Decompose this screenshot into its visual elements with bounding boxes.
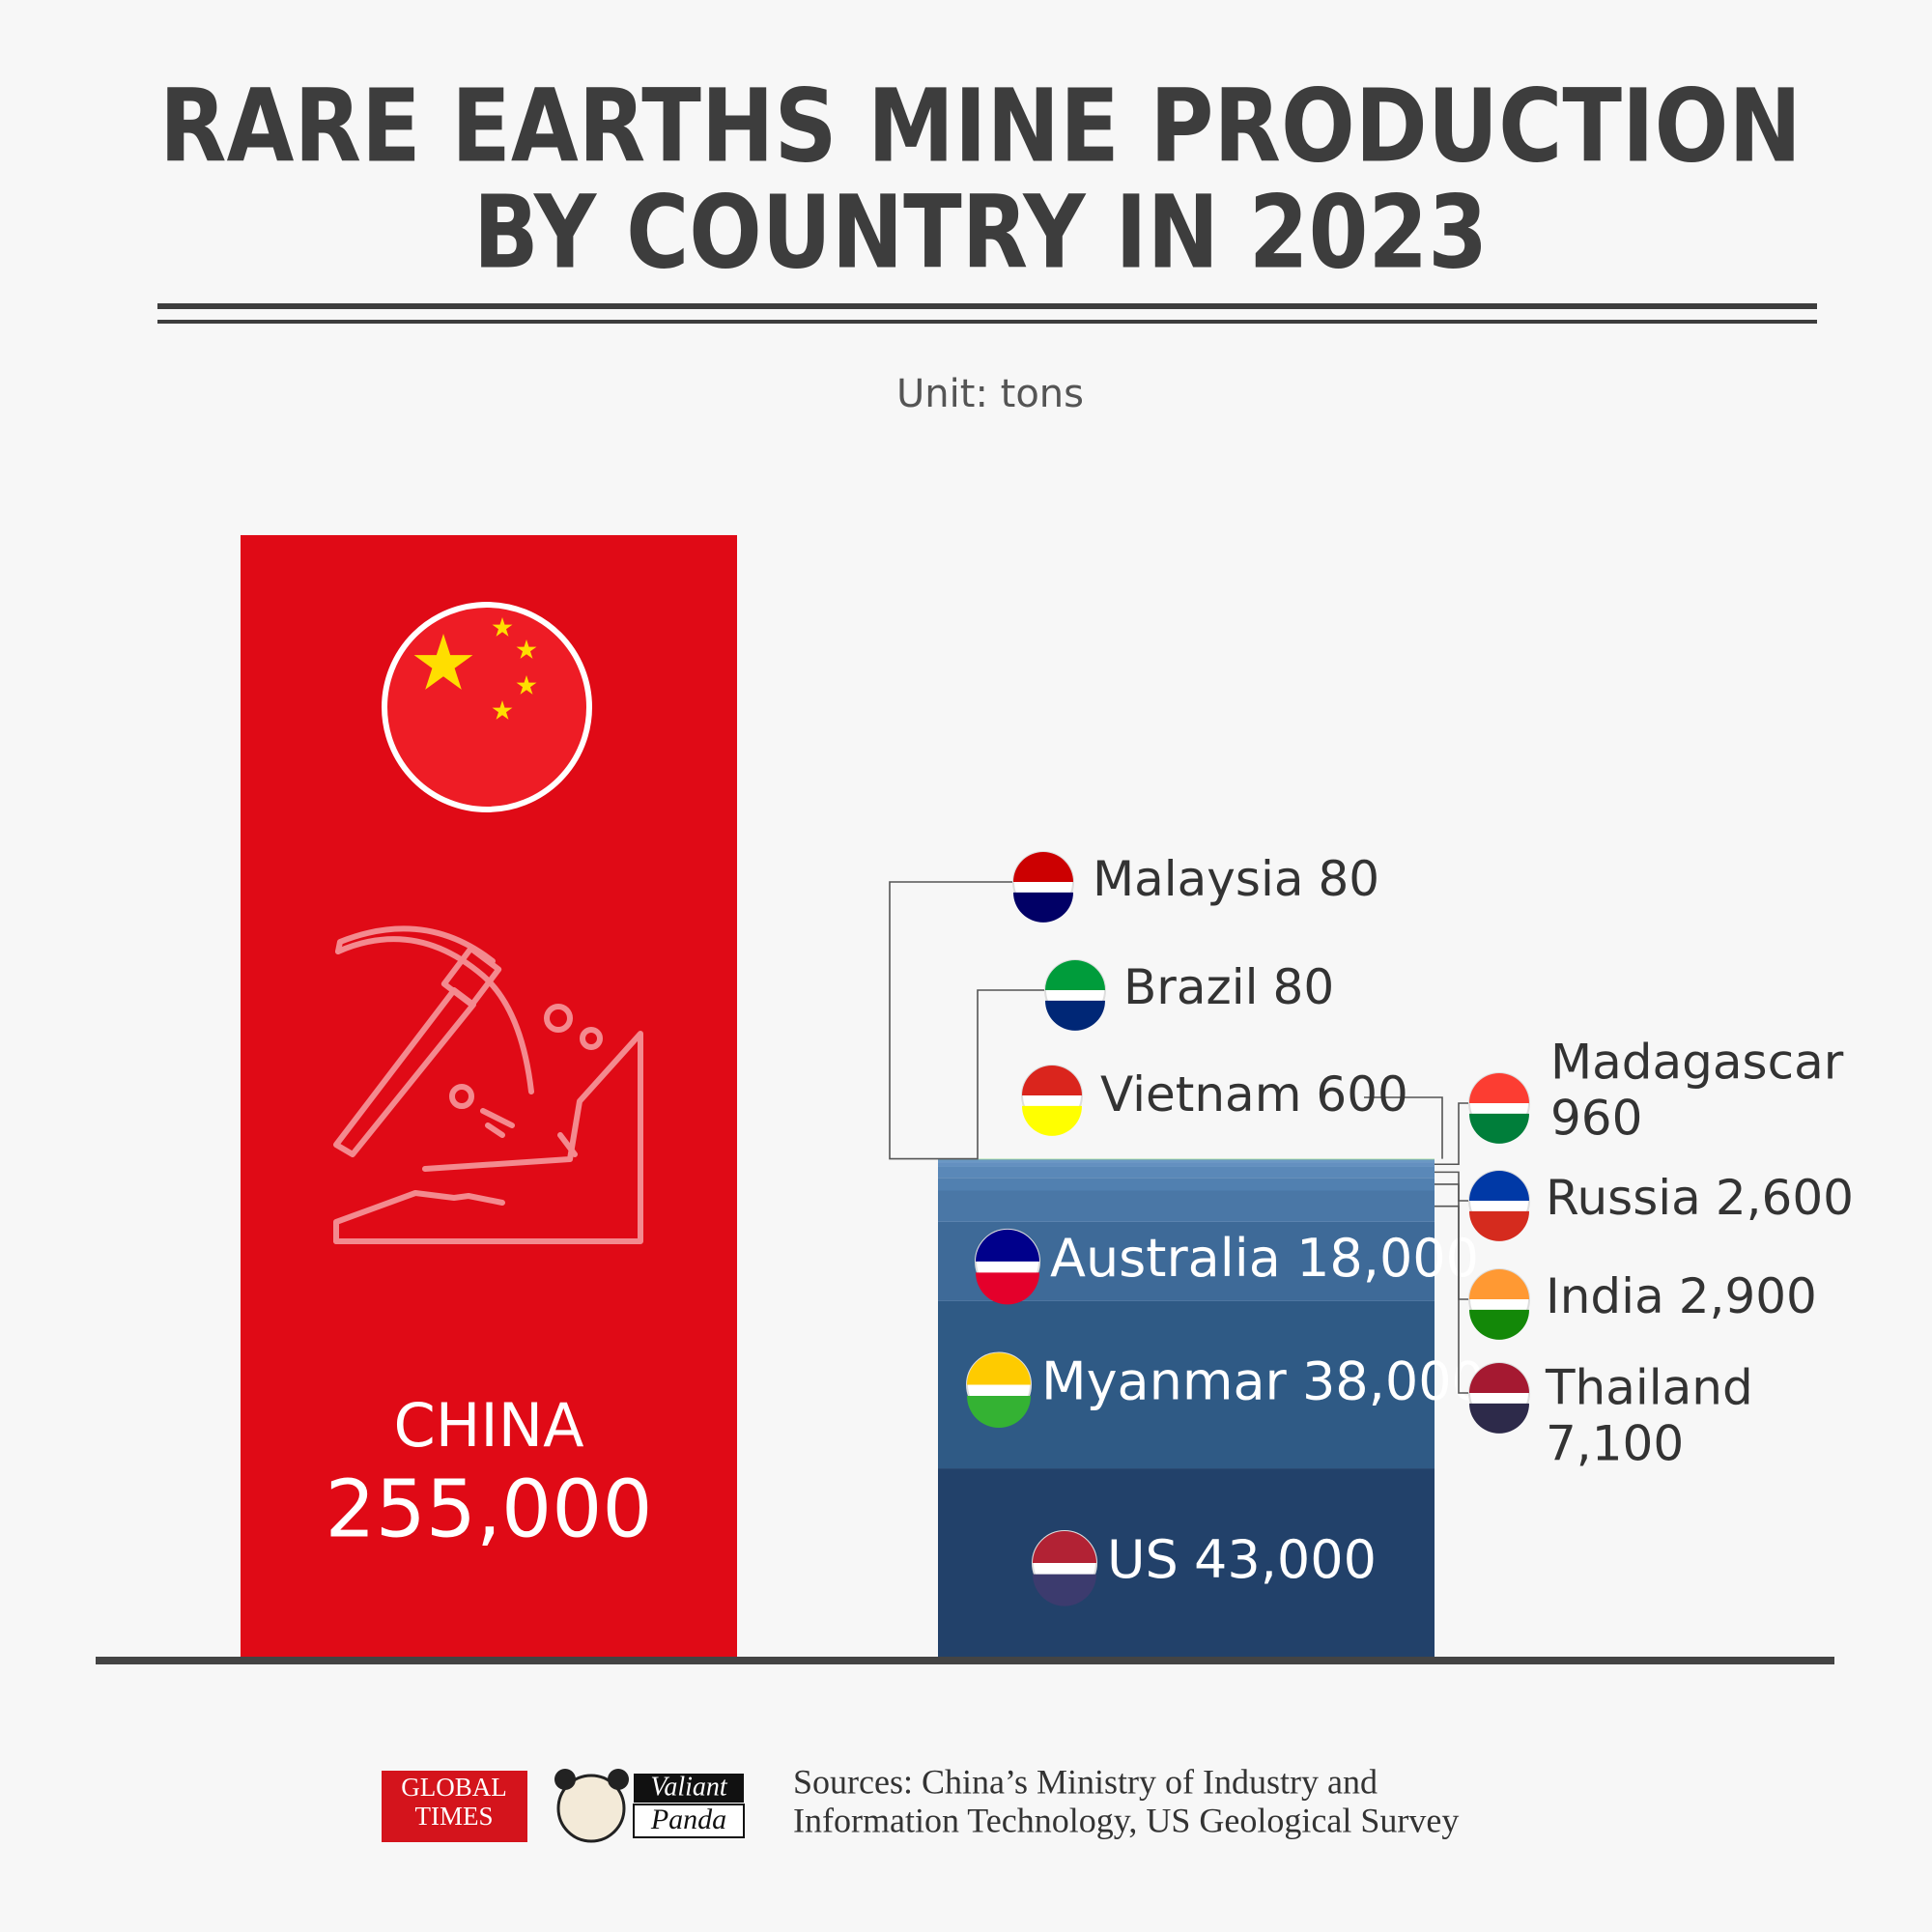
leader-line [889, 881, 1013, 1160]
data-label: Australia 18,000 [1050, 1228, 1479, 1289]
value-label: 43,000 [1194, 1529, 1377, 1590]
flag-part [1013, 892, 1073, 923]
panda-ear [608, 1769, 629, 1790]
data-label: Brazil 80 [1123, 959, 1334, 1015]
chart-title: RARE EARTHS MINE PRODUCTION [159, 67, 1802, 185]
leader-line [1364, 1096, 1443, 1159]
value-label: 2,600 [1716, 1170, 1854, 1226]
flag-part [1045, 1000, 1105, 1031]
data-label: Vietnam 600 [1100, 1066, 1408, 1122]
series-name: US [1107, 1529, 1179, 1590]
baseline [96, 1657, 1834, 1664]
bar-segment [938, 1190, 1435, 1222]
value-label: 38,000 [1302, 1350, 1485, 1411]
flag-part [1469, 1309, 1529, 1340]
flag-part [1469, 1210, 1529, 1241]
title-rule [157, 320, 1817, 324]
leader-line [1435, 1171, 1469, 1202]
value-label: 600 [1316, 1066, 1407, 1122]
icon-part [449, 1084, 474, 1109]
logo-text: Panda [650, 1804, 726, 1835]
flag-part [1022, 1065, 1082, 1095]
logo-text: TIMES [415, 1802, 494, 1831]
flag-part [1022, 1105, 1082, 1136]
icon-part [544, 1004, 573, 1033]
flag-part [1013, 852, 1073, 882]
value-label: 2,900 [1679, 1268, 1817, 1324]
icon-part [580, 1027, 603, 1050]
leader-line [1435, 1183, 1469, 1300]
flag-part [1469, 1171, 1529, 1201]
flag-part [1033, 1531, 1096, 1564]
data-label: Myanmar 38,000 [1041, 1350, 1485, 1411]
flag-part [1469, 1403, 1529, 1434]
chart-title: BY COUNTRY IN 2023 [473, 173, 1488, 291]
icon-part [557, 1132, 578, 1157]
data-label: India 2,900 [1546, 1268, 1817, 1324]
global-times-logo: GLOBAL TIMES [382, 1771, 527, 1842]
subtitle: Unit: tons [896, 372, 1084, 416]
source-text: Sources: China’s Ministry of Industry an… [793, 1762, 1378, 1801]
logo-text: Valiant [650, 1772, 728, 1802]
leader-line [938, 989, 1045, 1160]
series-name: CHINA [394, 1390, 584, 1461]
series-name: Malaysia [1093, 851, 1303, 907]
bar-segment [938, 1162, 1435, 1167]
data-label: Malaysia 80 [1093, 851, 1379, 907]
leader-line [1435, 1102, 1469, 1166]
icon-part [480, 1108, 515, 1138]
bar-segment [938, 1468, 1435, 1658]
data-label: Russia 2,600 [1546, 1170, 1854, 1226]
flag-circle [382, 602, 592, 812]
logo-box [382, 1771, 527, 1842]
flag-part [1469, 1113, 1529, 1144]
icon-part [333, 1190, 505, 1244]
series-name: Australia [1050, 1228, 1281, 1289]
series-name: Thailand [1545, 1360, 1753, 1416]
series-name: Myanmar [1041, 1350, 1288, 1411]
logo-text: GLOBAL [401, 1773, 507, 1802]
icon-part [333, 1031, 643, 1244]
china-flag [382, 602, 592, 812]
flag-part [976, 1229, 1039, 1262]
flag-part [967, 1352, 1031, 1385]
value-label: 255,000 [325, 1463, 652, 1555]
series-name: Brazil [1123, 959, 1259, 1015]
flag-part [1469, 1363, 1529, 1393]
series-name: Madagascar [1550, 1035, 1844, 1091]
flag-part [1469, 1269, 1529, 1299]
pickaxe-icon [333, 925, 643, 1244]
series-name: Vietnam [1100, 1066, 1301, 1122]
bar-segment [938, 1159, 1435, 1163]
data-label: US 43,000 [1107, 1529, 1377, 1590]
source-text: Information Technology, US Geological Su… [793, 1801, 1459, 1839]
logo-box [633, 1804, 745, 1838]
flag-part [1469, 1073, 1529, 1103]
valiant-panda-logo: Valiant Panda [554, 1769, 745, 1843]
series-name: India [1546, 1268, 1664, 1324]
value-label: 80 [1273, 959, 1335, 1015]
value-label: 960 [1550, 1091, 1642, 1147]
logo-box [634, 1774, 744, 1803]
title-rule [157, 303, 1817, 309]
value-label: 18,000 [1296, 1228, 1479, 1289]
flag-part [976, 1272, 1039, 1305]
icon-part [440, 945, 502, 1009]
flag-part [967, 1396, 1031, 1429]
flag-part [1033, 1574, 1096, 1606]
icon-part [335, 936, 534, 1094]
bar-segment [938, 1166, 1435, 1179]
series-name: Russia [1546, 1170, 1701, 1226]
value-label: 7,100 [1546, 1416, 1684, 1472]
value-label: 80 [1318, 851, 1379, 907]
panda-ear [554, 1769, 576, 1790]
flag-part [1045, 960, 1105, 990]
bar-segment [938, 1178, 1435, 1191]
panda-face [556, 1774, 626, 1843]
